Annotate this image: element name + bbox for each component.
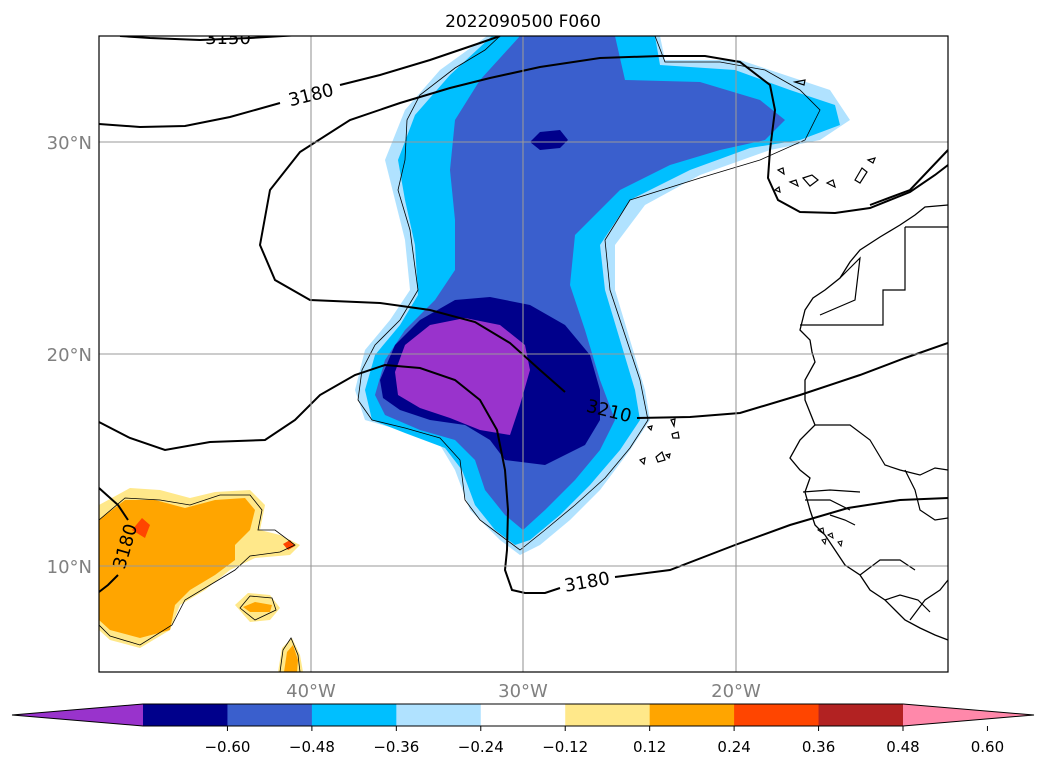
colorbar-outline	[11, 703, 1035, 727]
lon-label: 30°W	[498, 681, 548, 702]
map-frame	[98, 35, 949, 673]
colorbar-extend-high	[903, 704, 1034, 726]
colorbar-tick-label: 0.60	[971, 738, 1004, 756]
lat-label: 10°N	[47, 557, 92, 578]
contour-label: 3150	[205, 28, 251, 49]
map-panel: 3150 3180 3210 3180 3180	[98, 28, 949, 673]
height-contour-3180-west	[99, 363, 948, 594]
height-contour-east-top	[869, 149, 948, 206]
colorbar-segment	[143, 704, 228, 726]
anomaly-band-neg060	[395, 318, 530, 435]
colorbar-tick-label: 0.36	[802, 738, 835, 756]
lat-label: 30°N	[47, 133, 92, 154]
country-borders	[800, 226, 948, 621]
height-contour-3180-north	[99, 36, 501, 129]
height-contour-ring	[258, 55, 948, 419]
height-contour-3150	[119, 36, 301, 42]
colorbar-tick-label: 0.48	[886, 738, 919, 756]
anomaly-outline	[357, 36, 821, 551]
lat-label: 20°N	[47, 345, 92, 366]
colorbar-segment	[227, 704, 313, 726]
anomaly-band-pos024-c	[243, 602, 272, 612]
colorbar-tick-label: −0.36	[373, 738, 419, 756]
gridlines	[99, 36, 948, 672]
axis-labels: 30°N 20°N 10°N 40°W 30°W 20°W	[47, 133, 761, 702]
height-contour-3180-sw	[99, 487, 129, 593]
colorbar-segment	[565, 704, 651, 726]
anomaly-outline-pos-c	[279, 637, 301, 672]
colorbar-tick-label: −0.60	[204, 738, 250, 756]
colorbar-tick-label: −0.12	[542, 738, 588, 756]
colorbar-tick-label: −0.48	[289, 738, 335, 756]
bissau-islands	[816, 527, 843, 548]
colorbar-tick-label: 0.12	[633, 738, 666, 756]
colorbar-extend-low	[12, 704, 143, 726]
colorbar-segment	[818, 704, 904, 726]
anomaly-outline-pos-b	[239, 595, 277, 621]
lon-label: 40°W	[286, 681, 336, 702]
anomaly-band-pos024-e	[284, 645, 298, 672]
africa-coastline	[789, 204, 948, 641]
anomaly-band-neg048-north	[530, 130, 568, 150]
colorbar-segment	[649, 704, 735, 726]
colorbar-segment	[734, 704, 820, 726]
lon-label: 20°W	[711, 681, 761, 702]
anomaly-band-pos036	[132, 518, 150, 538]
colorbar-tick-label: −0.24	[458, 738, 504, 756]
figure-title: 2022090500 F060	[445, 12, 601, 32]
colorbar-segment	[311, 704, 397, 726]
canary-islands	[773, 79, 877, 193]
anomaly-outline-pos	[99, 494, 296, 646]
colorbar-segment	[396, 704, 482, 726]
colorbar: −0.60 −0.48 −0.36 −0.24 −0.12 0.12 0.24 0.36 0.4…	[11, 703, 1035, 756]
colorbar-segment	[480, 704, 566, 726]
cape-verde-islands	[638, 418, 680, 466]
height-contour-ring-east	[660, 55, 948, 215]
colorbar-tick-label: 0.24	[717, 738, 750, 756]
